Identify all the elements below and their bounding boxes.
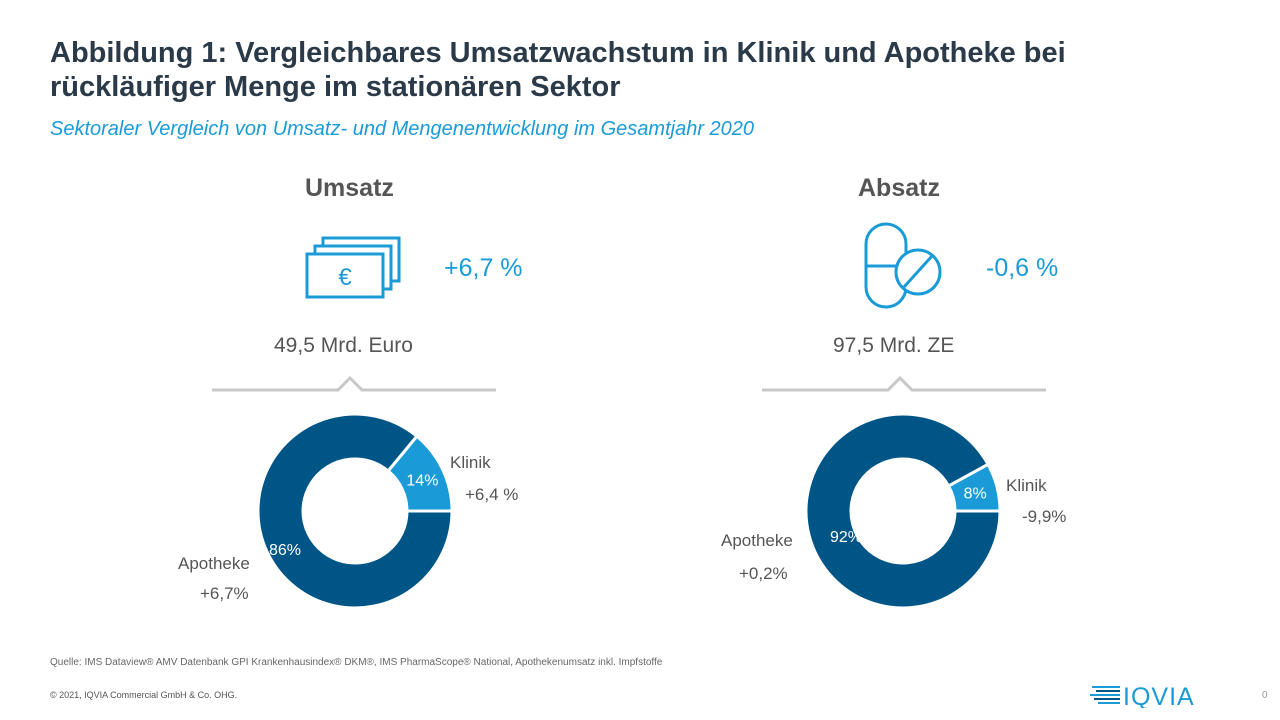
absatz-apotheke-label: Apotheke [721, 531, 793, 550]
absatz-heading: Absatz [858, 174, 940, 202]
donut-charts: 14% 86% 8% 92% [256, 412, 1002, 610]
iqvia-logo: IQVIA [1090, 683, 1195, 708]
euro-banknotes-icon: € [305, 236, 401, 299]
umsatz-change: +6,7 % [444, 254, 523, 282]
umsatz-klinik-change: +6,4 % [465, 485, 519, 504]
copyright: © 2021, IQVIA Commercial GmbH & Co. OHG. [50, 690, 238, 700]
umsatz-apotheke-label: Apotheke [178, 554, 250, 573]
svg-text:€: € [338, 264, 352, 291]
absatz-total: 97,5 Mrd. ZE [833, 334, 955, 357]
donut-label-klinik: 14% [406, 472, 438, 489]
bracket-divider [212, 375, 496, 392]
donut-label-klinik: 8% [964, 485, 987, 502]
pills-icon [864, 222, 942, 309]
bracket-divider [762, 375, 1046, 392]
donut-label-apotheke: 92% [830, 529, 862, 546]
page-number: 0 [1262, 690, 1268, 701]
source-note: Quelle: IMS Dataview® AMV Datenbank GPI … [50, 657, 663, 668]
absatz-change: -0,6 % [986, 254, 1059, 282]
donut-slice-apotheke [804, 412, 1002, 610]
umsatz-klinik-label: Klinik [450, 453, 491, 472]
svg-text:IQVIA: IQVIA [1123, 683, 1195, 708]
donut-label-apotheke: 86% [269, 542, 301, 559]
umsatz-apotheke-change: +6,7% [200, 584, 249, 603]
absatz-klinik-change: -9,9% [1022, 507, 1067, 526]
absatz-apotheke-change: +0,2% [739, 564, 788, 583]
umsatz-total: 49,5 Mrd. Euro [274, 334, 413, 357]
umsatz-heading: Umsatz [305, 174, 394, 202]
page-subtitle: Sektoraler Vergleich von Umsatz- und Men… [50, 118, 755, 140]
donut-slice-apotheke [256, 412, 454, 610]
page-title: Abbildung 1: Vergleichbares Umsatzwachst… [50, 37, 1066, 103]
absatz-klinik-label: Klinik [1006, 476, 1047, 495]
